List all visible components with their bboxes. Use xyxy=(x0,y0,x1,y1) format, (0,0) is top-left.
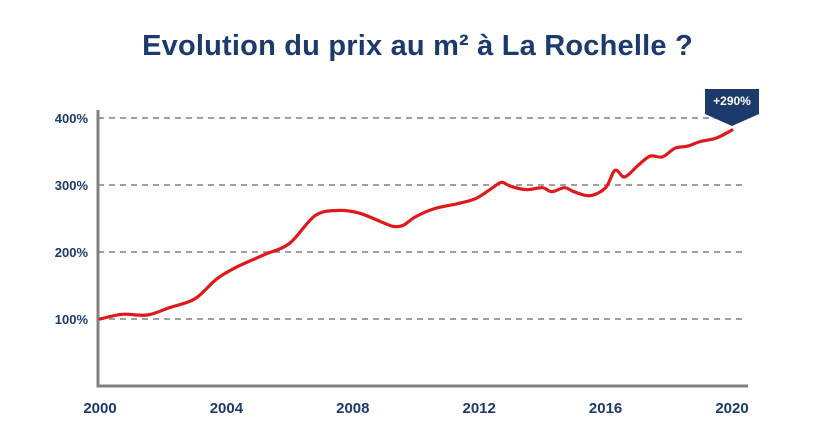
x-tick-label: 2016 xyxy=(589,400,622,417)
x-tick-label: 2004 xyxy=(210,400,244,417)
y-tick-label: 400% xyxy=(55,111,89,126)
price-evolution-line xyxy=(98,128,734,321)
x-tick-label: 2008 xyxy=(336,400,369,417)
y-tick-label: 200% xyxy=(55,245,89,260)
axes xyxy=(96,110,748,388)
x-tick-label: 2000 xyxy=(83,400,116,417)
x-tick-label: 2012 xyxy=(463,400,496,417)
chart-title: Evolution du prix au m² à La Rochelle ? xyxy=(142,30,693,62)
x-tick-labels: 2000 2004 2008 2012 2016 2020 xyxy=(83,400,748,417)
growth-badge-shape xyxy=(705,89,759,126)
growth-badge: +290% xyxy=(705,89,759,126)
y-tick-labels: 100% 200% 300% 400% xyxy=(55,111,89,327)
gridlines xyxy=(98,117,745,320)
y-tick-label: 100% xyxy=(55,312,89,327)
growth-badge-label: +290% xyxy=(713,94,751,108)
x-tick-label: 2020 xyxy=(715,400,748,417)
y-tick-label: 300% xyxy=(55,178,89,193)
